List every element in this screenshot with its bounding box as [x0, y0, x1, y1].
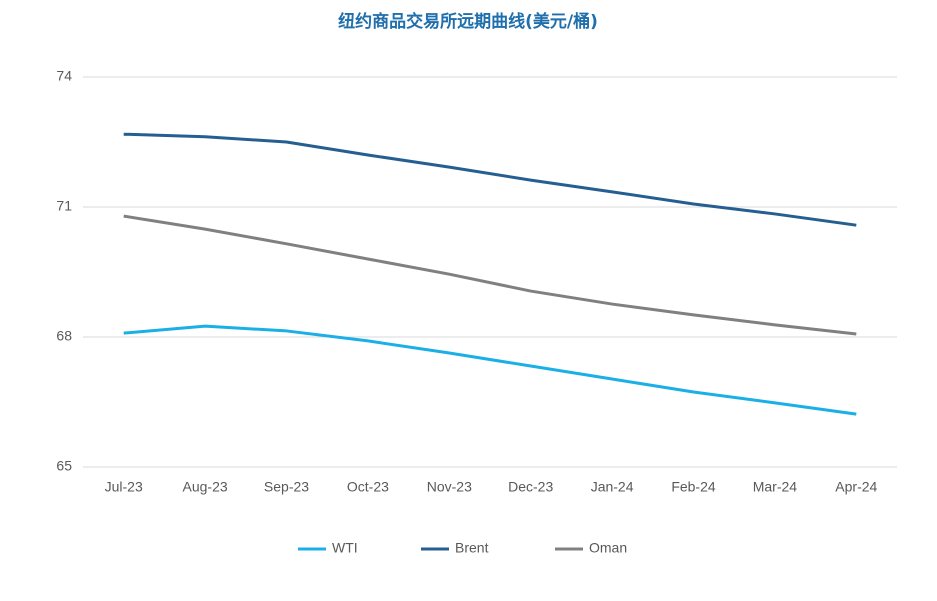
legend-label: Brent	[455, 540, 489, 556]
x-tick-label: Dec-23	[508, 479, 553, 495]
series-line	[123, 214, 857, 336]
chart-title: 纽约商品交易所远期曲线(美元/桶)	[338, 11, 598, 32]
y-tick-label: 68	[56, 328, 72, 344]
x-tick-label: Aug-23	[183, 479, 228, 495]
x-tick-label: Jul-23	[105, 479, 143, 495]
x-tick-label: Feb-24	[671, 479, 716, 495]
series-line	[123, 324, 857, 416]
legend-label: WTI	[332, 540, 358, 556]
x-tick-label: Oct-23	[347, 479, 389, 495]
y-tick-label: 71	[56, 198, 72, 214]
x-tick-label: Nov-23	[427, 479, 472, 495]
x-tick-label: Mar-24	[753, 479, 798, 495]
series-line	[123, 132, 857, 227]
x-tick-label: Sep-23	[264, 479, 309, 495]
x-tick-label: Apr-24	[835, 479, 877, 495]
y-tick-label: 74	[56, 68, 72, 84]
x-tick-label: Jan-24	[591, 479, 634, 495]
y-tick-label: 65	[56, 458, 72, 474]
legend-label: Oman	[589, 540, 627, 556]
